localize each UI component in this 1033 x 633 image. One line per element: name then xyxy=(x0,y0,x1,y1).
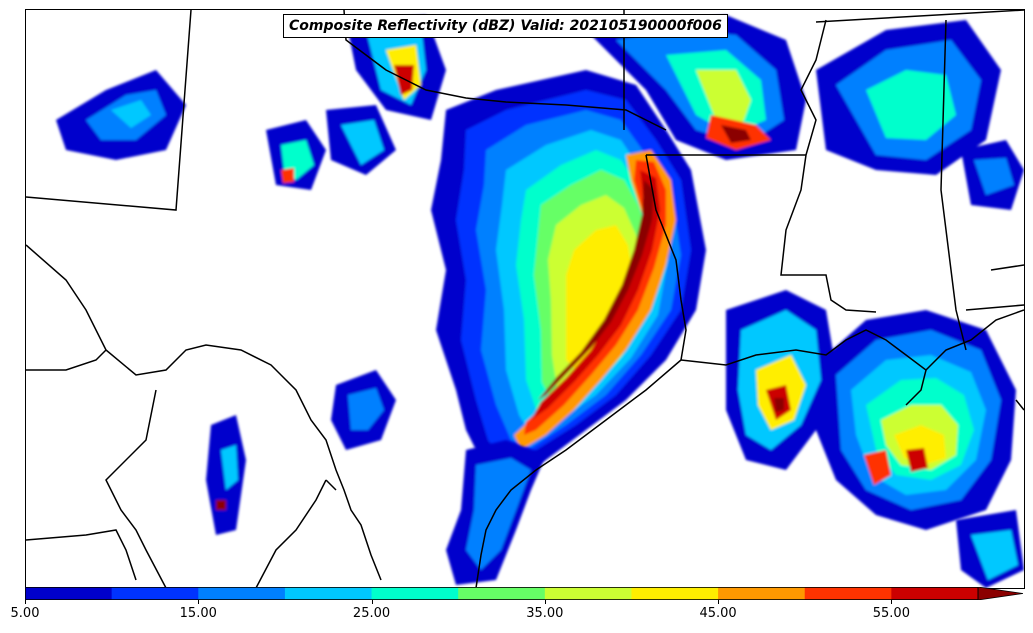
colorbar-tick xyxy=(198,600,200,604)
gulf-cluster xyxy=(726,290,1016,530)
reflectivity-map xyxy=(26,10,1024,588)
east-storms xyxy=(816,20,1024,210)
south-tail xyxy=(446,440,1024,588)
colorbar-bin xyxy=(804,587,892,600)
colorbar-bin xyxy=(371,587,459,600)
colorbar-bin xyxy=(544,587,632,600)
colorbar-tick-label: 15.00 xyxy=(179,606,217,621)
main-storm-system xyxy=(431,70,706,480)
map-panel xyxy=(25,9,1025,589)
colorbar-tick xyxy=(718,600,720,604)
colorbar-bin xyxy=(284,587,373,600)
colorbar-tick-label: 25.00 xyxy=(352,606,391,621)
colorbar-bin xyxy=(631,587,719,600)
colorbar-bin xyxy=(198,587,286,600)
colorbar-tick xyxy=(371,600,373,604)
map-title: Composite Reflectivity (dBZ) Valid: 2021… xyxy=(283,14,728,38)
north-storms xyxy=(346,15,806,160)
colorbar-tick xyxy=(25,600,26,604)
colorbar xyxy=(25,587,1023,600)
colorbar-tick-label: 55.00 xyxy=(872,606,910,621)
west-cells xyxy=(56,70,396,535)
colorbar-tick-label: 45.00 xyxy=(699,606,737,621)
colorbar-bin xyxy=(111,587,199,600)
colorbar-tick xyxy=(544,600,546,604)
colorbar-tick-label: 5.00 xyxy=(10,606,40,621)
colorbar-outline xyxy=(25,587,979,600)
colorbar-bin xyxy=(458,587,546,600)
colorbar-bin xyxy=(718,587,806,600)
colorbar-bin xyxy=(891,587,979,600)
colorbar-bin xyxy=(25,587,113,600)
colorbar-extend-arrow xyxy=(977,587,1023,600)
colorbar-tick-label: 35.00 xyxy=(526,606,564,621)
colorbar-tick xyxy=(891,600,893,604)
